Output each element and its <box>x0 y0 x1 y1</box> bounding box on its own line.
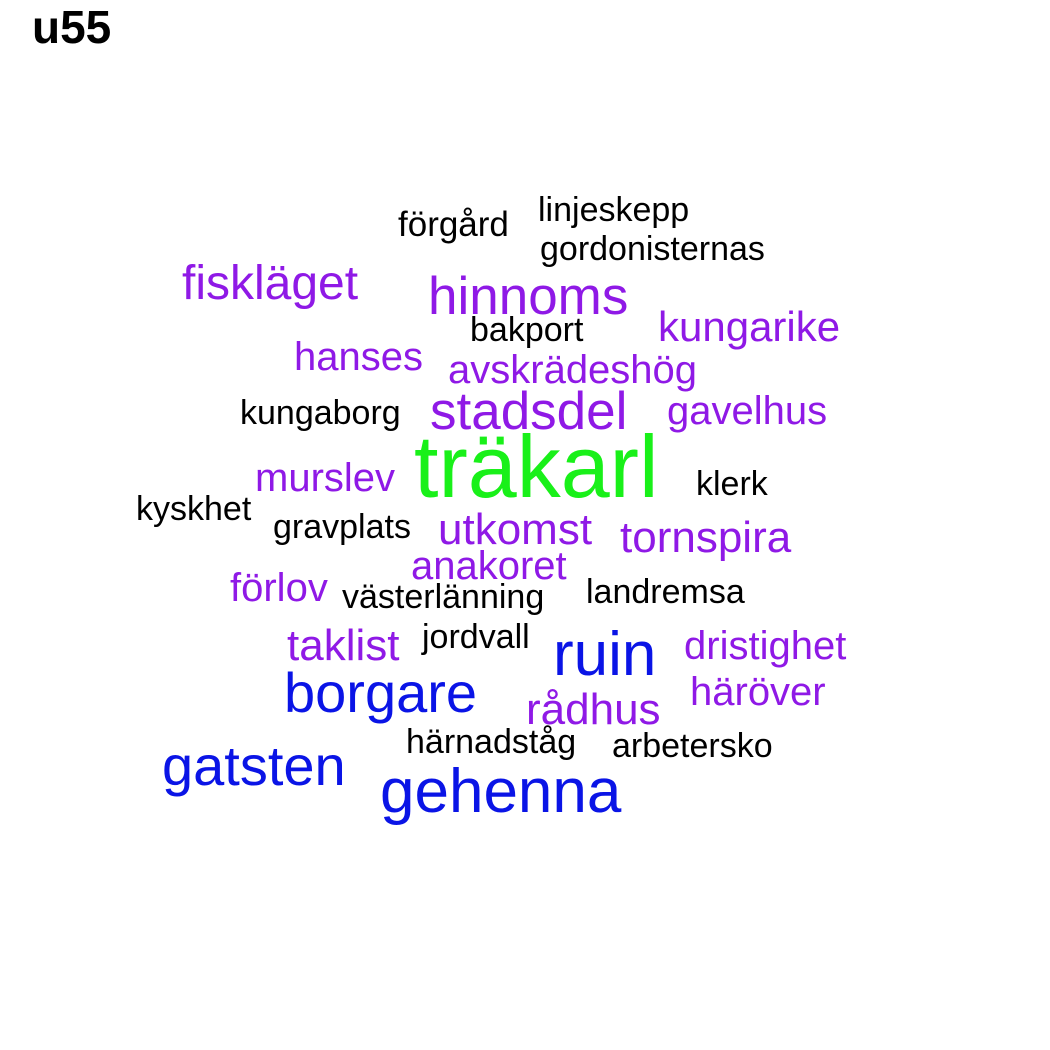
cloud-word: kungarike <box>658 303 841 350</box>
cloud-word: klerk <box>696 465 768 503</box>
cloud-word: avskrädeshög <box>448 348 698 392</box>
cloud-word: förlov <box>230 566 328 610</box>
cloud-word: kyskhet <box>136 490 252 528</box>
cloud-word: västerlänning <box>342 578 545 616</box>
cloud-word: gehenna <box>380 757 622 826</box>
cloud-word: dristighet <box>684 624 847 668</box>
cloud-word: utkomst <box>438 505 593 554</box>
cloud-word: stadsdel <box>430 382 628 441</box>
cloud-word: hanses <box>294 335 423 379</box>
cloud-word: arbetersko <box>612 727 773 765</box>
page-title: u55 <box>32 1 112 53</box>
cloud-word: murslev <box>255 456 396 500</box>
cloud-word: härnadståg <box>406 723 577 761</box>
cloud-word: ruin <box>553 620 657 689</box>
cloud-word: gravplats <box>273 508 411 546</box>
cloud-word: anakoret <box>411 544 567 588</box>
cloud-word: hinnoms <box>428 267 629 326</box>
cloud-word: kungaborg <box>240 394 401 432</box>
cloud-word: bakport <box>470 311 584 349</box>
cloud-word: jordvall <box>422 618 530 656</box>
cloud-word: landremsa <box>586 573 745 611</box>
cloud-word: förgård <box>398 205 509 244</box>
cloud-word: gordonisternas <box>540 230 765 268</box>
cloud-word: träkarl <box>414 417 659 516</box>
cloud-word: linjeskepp <box>538 191 690 229</box>
cloud-word: borgare <box>284 661 478 724</box>
cloud-word: häröver <box>690 670 826 714</box>
cloud-word: tornspira <box>620 513 792 562</box>
cloud-word: taklist <box>287 621 400 670</box>
cloud-word: gavelhus <box>667 389 828 433</box>
cloud-word: gatsten <box>162 734 346 797</box>
cloud-word: fiskläget <box>182 257 359 310</box>
cloud-word: rådhus <box>526 685 661 734</box>
